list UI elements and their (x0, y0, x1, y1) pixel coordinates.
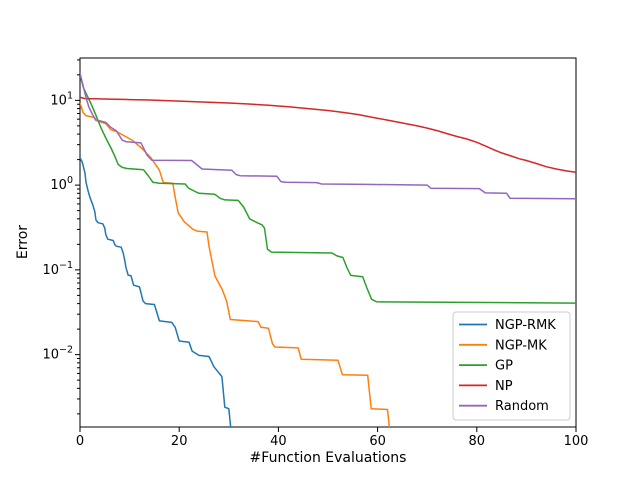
x-tick-label: 80 (469, 434, 486, 449)
x-tick-label: 100 (564, 434, 589, 449)
legend: NGP-RMK NGP-MK GP NP Random (452, 311, 571, 421)
y-tick-label: 10−1 (42, 260, 73, 278)
legend-box (452, 311, 571, 421)
y-tick-label: 101 (50, 90, 73, 108)
y-tick-label: 100 (50, 175, 73, 193)
tick-labels: 0 20 40 60 80 100 101 100 10−1 10−2 (42, 90, 588, 449)
x-tick-label: 40 (270, 434, 287, 449)
series-line-random (80, 72, 576, 200)
x-tick-label: 60 (369, 434, 386, 449)
legend-label: NGP-MK (495, 338, 547, 353)
ticks (75, 59, 577, 432)
y-tick-label: 10−2 (42, 345, 73, 363)
series-lines (80, 72, 576, 427)
series-line-ngp-rmk (80, 157, 232, 427)
x-tick-label: 0 (76, 434, 84, 449)
y-axis-title: Error (15, 224, 31, 260)
legend-label: NP (495, 379, 513, 394)
legend-label: Random (495, 399, 549, 414)
series-line-gp (80, 74, 576, 304)
series-line-ngp-mk (80, 102, 391, 427)
x-axis-title: #Function Evaluations (249, 450, 407, 466)
legend-label: NGP-RMK (495, 318, 556, 333)
legend-label: GP (495, 359, 513, 374)
x-tick-label: 20 (171, 434, 188, 449)
series-line-np (80, 96, 576, 173)
